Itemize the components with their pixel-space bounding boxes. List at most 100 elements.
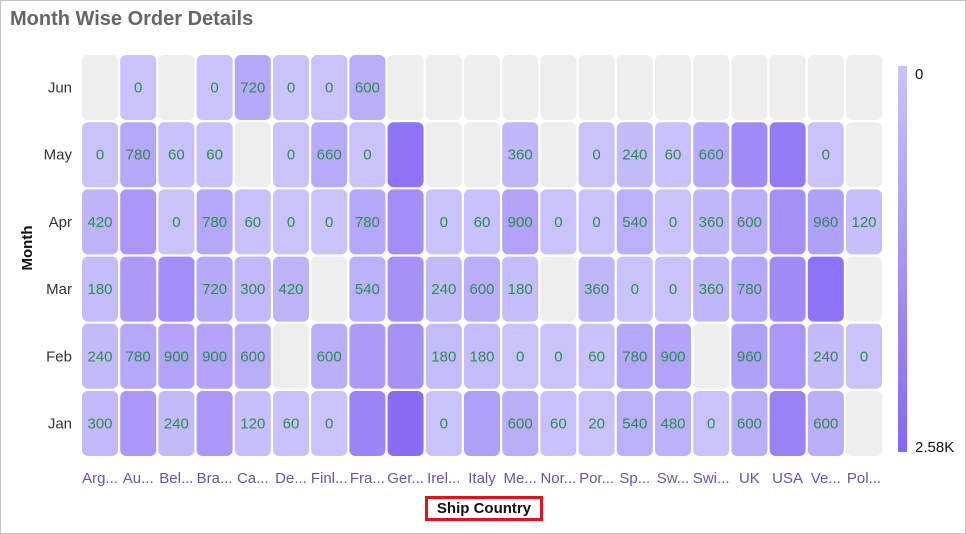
heatmap-cell[interactable] bbox=[387, 323, 424, 389]
heatmap-cell[interactable] bbox=[502, 122, 539, 188]
heatmap-cell[interactable] bbox=[196, 55, 233, 120]
heatmap-cell[interactable] bbox=[311, 391, 348, 456]
heatmap-cell[interactable] bbox=[82, 122, 118, 188]
heatmap-cell[interactable] bbox=[425, 122, 462, 188]
heatmap-cell[interactable] bbox=[655, 391, 691, 456]
heatmap-cell[interactable] bbox=[349, 323, 386, 389]
heatmap-cell[interactable] bbox=[731, 122, 768, 188]
heatmap-cell[interactable] bbox=[731, 323, 768, 389]
heatmap-cell[interactable] bbox=[273, 323, 309, 389]
heatmap-cell[interactable] bbox=[120, 122, 157, 188]
heatmap-cell[interactable] bbox=[311, 122, 348, 188]
heatmap-cell[interactable] bbox=[655, 122, 691, 188]
heatmap-cell[interactable] bbox=[807, 189, 844, 255]
heatmap-cell[interactable] bbox=[616, 323, 653, 389]
heatmap-cell[interactable] bbox=[387, 256, 424, 322]
heatmap-cell[interactable] bbox=[120, 391, 157, 456]
heatmap-cell[interactable] bbox=[578, 391, 615, 456]
heatmap-cell[interactable] bbox=[769, 391, 806, 456]
heatmap-cell[interactable] bbox=[807, 323, 844, 389]
heatmap-cell[interactable] bbox=[387, 391, 424, 456]
heatmap-cell[interactable] bbox=[196, 122, 233, 188]
heatmap-cell[interactable] bbox=[655, 256, 691, 322]
heatmap-cell[interactable] bbox=[311, 256, 348, 322]
heatmap-cell[interactable] bbox=[846, 122, 882, 188]
heatmap-cell[interactable] bbox=[693, 256, 730, 322]
heatmap-cell[interactable] bbox=[425, 391, 462, 456]
heatmap-cell[interactable] bbox=[578, 323, 615, 389]
heatmap-cell[interactable] bbox=[158, 256, 195, 322]
heatmap-cell[interactable] bbox=[540, 189, 577, 255]
heatmap-cell[interactable] bbox=[846, 323, 882, 389]
heatmap-cell[interactable] bbox=[311, 55, 348, 120]
heatmap-cell[interactable] bbox=[349, 189, 386, 255]
heatmap-cell[interactable] bbox=[540, 122, 577, 188]
heatmap-cell[interactable] bbox=[425, 55, 462, 120]
heatmap-cell[interactable] bbox=[82, 323, 118, 389]
heatmap-cell[interactable] bbox=[655, 323, 691, 389]
heatmap-cell[interactable] bbox=[616, 189, 653, 255]
heatmap-cell[interactable] bbox=[120, 189, 157, 255]
heatmap-cell[interactable] bbox=[502, 323, 539, 389]
heatmap-cell[interactable] bbox=[502, 256, 539, 322]
heatmap-cell[interactable] bbox=[693, 55, 730, 120]
heatmap-cell[interactable] bbox=[616, 55, 653, 120]
heatmap-cell[interactable] bbox=[693, 323, 730, 389]
heatmap-cell[interactable] bbox=[425, 323, 462, 389]
heatmap-cell[interactable] bbox=[464, 55, 500, 120]
heatmap-cell[interactable] bbox=[807, 256, 844, 322]
heatmap-cell[interactable] bbox=[273, 55, 309, 120]
heatmap-cell[interactable] bbox=[578, 256, 615, 322]
heatmap-cell[interactable] bbox=[196, 189, 233, 255]
heatmap-cell[interactable] bbox=[82, 256, 118, 322]
heatmap-cell[interactable] bbox=[196, 256, 233, 322]
heatmap-cell[interactable] bbox=[273, 122, 309, 188]
heatmap-cell[interactable] bbox=[349, 256, 386, 322]
heatmap-cell[interactable] bbox=[616, 256, 653, 322]
heatmap-cell[interactable] bbox=[502, 391, 539, 456]
heatmap-cell[interactable] bbox=[234, 189, 271, 255]
heatmap-cell[interactable] bbox=[540, 55, 577, 120]
heatmap-cell[interactable] bbox=[655, 55, 691, 120]
heatmap-cell[interactable] bbox=[540, 323, 577, 389]
heatmap-cell[interactable] bbox=[616, 391, 653, 456]
heatmap-cell[interactable] bbox=[234, 323, 271, 389]
heatmap-cell[interactable] bbox=[540, 256, 577, 322]
heatmap-cell[interactable] bbox=[425, 189, 462, 255]
heatmap-cell[interactable] bbox=[349, 122, 386, 188]
heatmap-cell[interactable] bbox=[578, 189, 615, 255]
heatmap-cell[interactable] bbox=[464, 122, 500, 188]
heatmap-cell[interactable] bbox=[196, 323, 233, 389]
heatmap-cell[interactable] bbox=[234, 391, 271, 456]
heatmap-cell[interactable] bbox=[807, 391, 844, 456]
heatmap-cell[interactable] bbox=[693, 122, 730, 188]
heatmap-cell[interactable] bbox=[349, 55, 386, 120]
heatmap-cell[interactable] bbox=[120, 55, 157, 120]
heatmap-cell[interactable] bbox=[82, 189, 118, 255]
heatmap-cell[interactable] bbox=[731, 391, 768, 456]
heatmap-cell[interactable] bbox=[769, 55, 806, 120]
heatmap-cell[interactable] bbox=[234, 256, 271, 322]
heatmap-cell[interactable] bbox=[158, 189, 195, 255]
heatmap-cell[interactable] bbox=[311, 323, 348, 389]
heatmap-cell[interactable] bbox=[425, 256, 462, 322]
heatmap-cell[interactable] bbox=[464, 256, 500, 322]
heatmap-cell[interactable] bbox=[158, 55, 195, 120]
heatmap-cell[interactable] bbox=[846, 55, 882, 120]
heatmap-cell[interactable] bbox=[273, 256, 309, 322]
heatmap-cell[interactable] bbox=[464, 189, 500, 255]
heatmap-cell[interactable] bbox=[655, 189, 691, 255]
heatmap-cell[interactable] bbox=[196, 391, 233, 456]
heatmap-cell[interactable] bbox=[731, 55, 768, 120]
heatmap-cell[interactable] bbox=[273, 189, 309, 255]
heatmap-cell[interactable] bbox=[502, 55, 539, 120]
heatmap-cell[interactable] bbox=[234, 122, 271, 188]
heatmap-cell[interactable] bbox=[807, 55, 844, 120]
heatmap-cell[interactable] bbox=[769, 323, 806, 389]
heatmap-cell[interactable] bbox=[846, 189, 882, 255]
heatmap-cell[interactable] bbox=[158, 391, 195, 456]
heatmap-cell[interactable] bbox=[769, 256, 806, 322]
heatmap-cell[interactable] bbox=[82, 391, 118, 456]
heatmap-cell[interactable] bbox=[693, 189, 730, 255]
heatmap-cell[interactable] bbox=[311, 189, 348, 255]
